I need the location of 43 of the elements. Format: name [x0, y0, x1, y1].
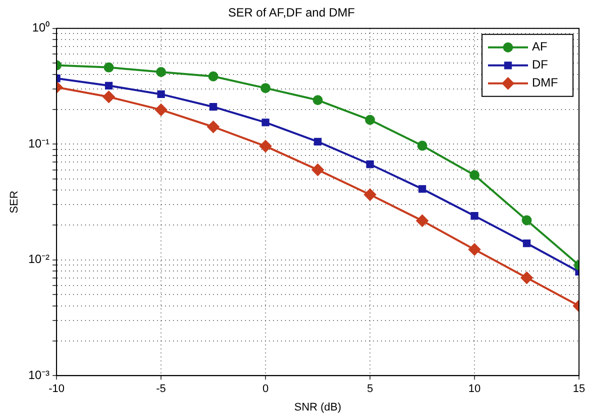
point [314, 138, 322, 146]
y-tick-label: 10⁻³ [28, 368, 50, 382]
point [207, 120, 220, 133]
point [522, 239, 531, 248]
point [520, 272, 533, 284]
point [157, 90, 165, 98]
y-tick-label: 10⁰ [32, 20, 50, 35]
point [365, 114, 376, 125]
y-axis-title: SER [8, 190, 21, 214]
y-tick-label: 10⁻¹ [28, 136, 50, 150]
point [470, 170, 480, 180]
y-tick-label: 10⁻² [28, 252, 50, 266]
legend-label: DF [532, 58, 548, 72]
x-tick-label: 0 [262, 383, 269, 396]
point [417, 140, 428, 151]
point [416, 214, 428, 227]
legend-label: DMF [532, 76, 558, 90]
x-tick-label: 5 [366, 383, 374, 396]
point [468, 243, 481, 256]
x-tick-label: 10 [468, 383, 481, 396]
legend-label: AF [532, 40, 548, 54]
point [208, 71, 218, 82]
point [260, 140, 272, 152]
point [418, 185, 426, 193]
point [262, 118, 270, 126]
x-tick-label: 15 [572, 383, 586, 396]
point [155, 104, 168, 116]
point [156, 67, 166, 78]
point [312, 164, 324, 176]
point [209, 103, 218, 111]
point [104, 62, 114, 72]
chart-title: SER of AF,DF and DMF [228, 6, 355, 20]
point [522, 215, 532, 226]
point [364, 188, 376, 201]
x-tick-label: -5 [156, 383, 166, 396]
point [104, 82, 113, 90]
point [260, 83, 271, 94]
x-tick-label: -10 [48, 383, 64, 396]
point [312, 95, 323, 106]
point [366, 160, 374, 168]
x-axis-title: SNR (dB) [294, 401, 342, 414]
point [102, 90, 115, 103]
point [470, 212, 478, 220]
